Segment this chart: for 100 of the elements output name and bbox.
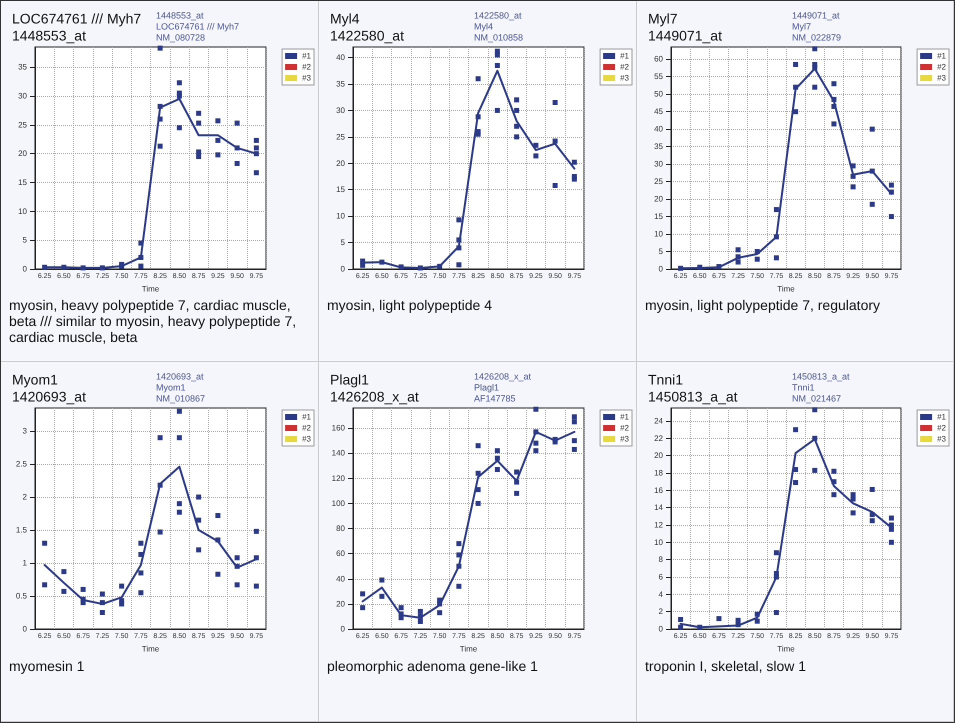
x-axis-title: Time — [777, 644, 796, 654]
text: myosin, light polypeptide 7, regulatory — [645, 297, 880, 313]
y-tick-label: 40 — [336, 53, 346, 62]
y-tick-label: 5 — [340, 238, 346, 248]
y-tick-label: 10 — [654, 230, 664, 239]
legend-label: #3 — [302, 434, 312, 444]
y-tick-label: 20 — [654, 451, 664, 460]
y-tick-label: 35 — [654, 142, 664, 152]
y-tick-label: 24 — [654, 416, 664, 426]
line-series — [44, 466, 258, 605]
text: troponin I, skeletal, slow 1 — [645, 658, 806, 674]
legend-label: #2 — [302, 62, 312, 72]
legend-label: #1 — [620, 412, 630, 422]
y-tick-label: 12 — [654, 520, 664, 530]
y-tick-label: 8 — [658, 555, 664, 564]
y-tick-label: 120 — [332, 474, 346, 483]
y-tick-label: 0 — [22, 624, 28, 634]
y-tick-label: 10 — [654, 538, 664, 547]
y-tick-label: 4 — [658, 590, 664, 599]
y-tick-label: 0 — [22, 264, 28, 274]
y-tick-label: 80 — [336, 524, 346, 534]
chart-subtitle: 1449071_at Myl7 NM_022879 — [792, 10, 842, 42]
y-tick-label: 2.5 — [16, 460, 28, 469]
y-tick-label: 20 — [336, 158, 346, 168]
chart-title: Plagl1 1426208_x_at — [330, 372, 419, 404]
chart-subtitle: 1448553_at LOC674761 /// Myh7 NM_080728 — [156, 10, 240, 42]
y-tick-label: 20 — [18, 149, 28, 158]
y-tick-label: 15 — [336, 185, 346, 194]
x-axis-title: Time — [142, 284, 160, 294]
x-axis-title: Time — [460, 644, 478, 654]
y-tick-label: 30 — [336, 106, 346, 115]
text: myosin, heavy polypeptide 7, cardiac muscle, beta /// similar to myosin, heavy polypeptide 7, cardiac muscle, beta — [9, 297, 300, 345]
legend-label: #2 — [302, 424, 312, 432]
y-tick-label: 22 — [654, 434, 664, 443]
legend-label: #3 — [620, 74, 630, 82]
y-tick-label: 18 — [654, 468, 664, 478]
y-tick-label: 1 — [22, 558, 28, 568]
y-tick-label: 25 — [336, 132, 346, 142]
y-tick-label: 10 — [18, 206, 28, 216]
chart-subtitle: 1422580_at Myl4 NM_010858 — [474, 10, 524, 42]
y-tick-label: 100 — [332, 498, 346, 508]
y-tick-label: 15 — [654, 212, 664, 222]
legend-label: #1 — [620, 52, 630, 60]
y-tick-label: 160 — [332, 424, 346, 433]
y-tick-label: 60 — [336, 549, 346, 558]
y-tick-label: 35 — [18, 62, 28, 72]
legend-label: #2 — [620, 62, 630, 72]
chart-title: LOC674761 /// Myh7 1448553_at — [12, 10, 142, 44]
y-tick-label: 3 — [22, 426, 28, 436]
y-tick-label: 0 — [340, 624, 346, 634]
x-axis-title: Time — [777, 284, 796, 294]
y-tick-label: 25 — [654, 177, 664, 186]
legend-label: #3 — [302, 74, 312, 82]
chart-title: Myl7 1449071_at — [648, 10, 722, 44]
y-tick-label: 5 — [22, 236, 28, 245]
chart-title: Myom1 1420693_at — [12, 372, 86, 404]
y-tick-label: 14 — [654, 503, 664, 512]
y-tick-label: 1.5 — [16, 526, 28, 535]
y-tick-label: 5 — [658, 247, 664, 256]
y-tick-label: 40 — [336, 574, 346, 584]
y-tick-label: 0 — [658, 264, 664, 274]
y-tick-label: 10 — [336, 212, 346, 221]
chart-title: Myl4 1422580_at — [330, 10, 404, 44]
legend-label: #2 — [937, 424, 947, 432]
text: pleomorphic adenoma gene-like 1 — [327, 658, 538, 674]
y-tick-label: 140 — [332, 448, 346, 458]
y-tick-label: 16 — [654, 486, 664, 495]
y-tick-label: 2 — [658, 607, 664, 616]
x-axis-title: Time — [142, 644, 160, 654]
y-tick-label: 15 — [18, 178, 28, 188]
legend-label: #3 — [620, 434, 630, 444]
legend-label: #1 — [937, 52, 947, 60]
y-tick-label: 30 — [18, 92, 28, 101]
chart-title: Tnni1 1450813_a_at — [648, 372, 738, 404]
y-tick-label: 35 — [336, 80, 346, 88]
chart-subtitle: 1420693_at Myom1 NM_010867 — [156, 372, 206, 404]
legend-label: #1 — [302, 412, 312, 422]
y-tick-label: 6 — [658, 572, 664, 582]
y-tick-label: 25 — [18, 120, 28, 130]
legend-label: #2 — [620, 424, 630, 432]
y-tick-label: 20 — [336, 599, 346, 608]
y-tick-label: 40 — [654, 124, 664, 134]
chart-subtitle: 1450813_a_at Tnni1 NM_021467 — [792, 372, 850, 404]
y-tick-label: 0 — [658, 624, 664, 634]
y-tick-label: 0.5 — [16, 592, 28, 601]
legend-label: #3 — [937, 434, 947, 444]
legend-label: #3 — [937, 74, 947, 82]
legend-label: #1 — [302, 52, 312, 60]
legend-label: #2 — [937, 62, 947, 72]
y-tick-label: 55 — [654, 72, 664, 82]
y-tick-label: 30 — [654, 160, 664, 169]
y-tick-label: 20 — [654, 194, 664, 204]
text: myomesin 1 — [9, 658, 85, 674]
y-tick-label: 45 — [654, 107, 664, 116]
y-tick-label: 2 — [22, 492, 28, 502]
y-tick-label: 60 — [654, 54, 664, 64]
y-tick-label: 0 — [340, 264, 346, 274]
legend-label: #1 — [937, 412, 947, 422]
chart-subtitle: 1426208_x_at Plagl1 AF147785 — [474, 372, 532, 404]
text: myosin, light polypeptide 4 — [327, 297, 492, 313]
